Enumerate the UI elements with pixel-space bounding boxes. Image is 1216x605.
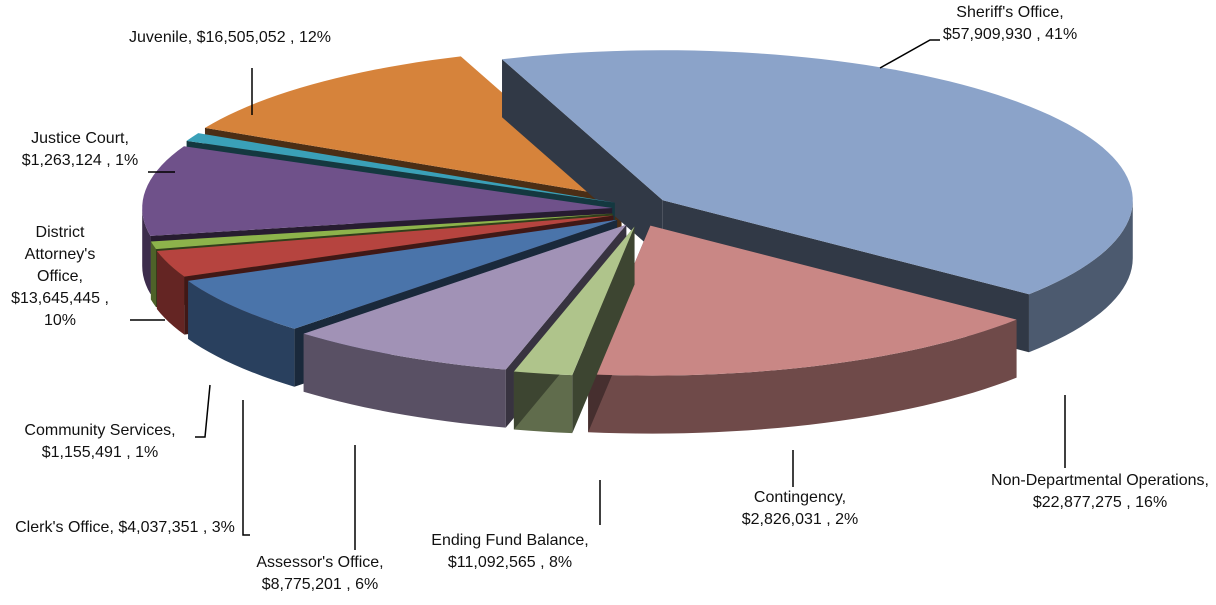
label-value: $8,775,201 , xyxy=(261,576,351,593)
label-percent: 8% xyxy=(549,554,573,571)
label-name: District Attorney's Office, xyxy=(24,224,96,285)
label-name: Assessor's Office, xyxy=(256,554,384,571)
slice xyxy=(142,146,613,236)
label-percent: 3% xyxy=(211,519,235,536)
leader-lines xyxy=(130,39,1066,550)
label-name: Sheriff's Office, xyxy=(956,4,1064,21)
label-name: Contingency, xyxy=(753,489,847,506)
label-percent: 10% xyxy=(43,312,77,329)
label-value: $57,909,930 , xyxy=(942,26,1041,43)
slice xyxy=(186,133,615,203)
label-value: $1,155,491 , xyxy=(41,444,131,461)
slice-label: Contingency, $2,826,031 , 2% xyxy=(713,487,888,531)
leader-line xyxy=(242,400,250,536)
label-name: Non-Departmental Operations, xyxy=(991,472,1209,489)
leader-line xyxy=(879,39,940,69)
label-name: Ending Fund Balance, xyxy=(431,532,589,549)
slice-side xyxy=(150,241,156,308)
label-name: Community Services, xyxy=(24,422,176,439)
label-name: Juvenile, xyxy=(129,29,193,46)
label-percent: 1% xyxy=(115,152,139,169)
slice-side xyxy=(1028,200,1133,353)
slice xyxy=(150,213,613,250)
slice-label: Juvenile, $16,505,052 , 12% xyxy=(113,27,348,49)
label-value: $4,037,351 , xyxy=(118,519,208,536)
slice xyxy=(156,215,614,277)
slice-side xyxy=(303,333,506,428)
label-percent: 2% xyxy=(835,511,859,528)
slice-label: District Attorney's Office, $13,645,445 … xyxy=(4,222,116,332)
slice-label: Clerk's Office, $4,037,351 , 3% xyxy=(7,517,243,539)
slice-side xyxy=(156,250,185,335)
label-name: Justice Court, xyxy=(31,130,129,147)
label-percent: 16% xyxy=(1135,494,1168,511)
slice xyxy=(303,224,627,370)
label-value: $11,092,565 , xyxy=(447,554,545,571)
slice-label: Community Services, $1,155,491 , 1% xyxy=(0,420,200,464)
slice-label: Justice Court, $1,263,124 , 1% xyxy=(0,128,163,172)
label-percent: 6% xyxy=(355,576,379,593)
label-value: $2,826,031 , xyxy=(741,511,831,528)
slice xyxy=(588,225,1017,376)
slice-label: Sheriff's Office, $57,909,930 , 41% xyxy=(915,2,1105,46)
label-percent: 41% xyxy=(1045,26,1078,43)
label-percent: 1% xyxy=(135,444,159,461)
label-value: $13,645,445 , xyxy=(11,290,109,307)
label-value: $16,505,052 , xyxy=(196,29,295,46)
slice-side xyxy=(188,280,295,387)
slice xyxy=(513,226,635,376)
slice xyxy=(188,219,618,329)
leader-line xyxy=(195,384,211,438)
slice xyxy=(204,56,622,198)
label-percent: 12% xyxy=(298,29,331,46)
slice-wall xyxy=(502,59,663,259)
slice xyxy=(502,50,1133,295)
slice-side xyxy=(588,319,1017,434)
label-value: $22,877,275 , xyxy=(1032,494,1131,511)
label-value: $1,263,124 , xyxy=(21,152,111,169)
slice-label: Non-Departmental Operations, $22,877,275… xyxy=(986,470,1214,514)
slice-side xyxy=(142,208,151,294)
slice-label: Ending Fund Balance, $11,092,565 , 8% xyxy=(410,530,610,574)
slice-label: Assessor's Office, $8,775,201 , 6% xyxy=(235,552,405,596)
label-name: Clerk's Office, xyxy=(15,519,114,536)
slices xyxy=(142,50,1133,434)
